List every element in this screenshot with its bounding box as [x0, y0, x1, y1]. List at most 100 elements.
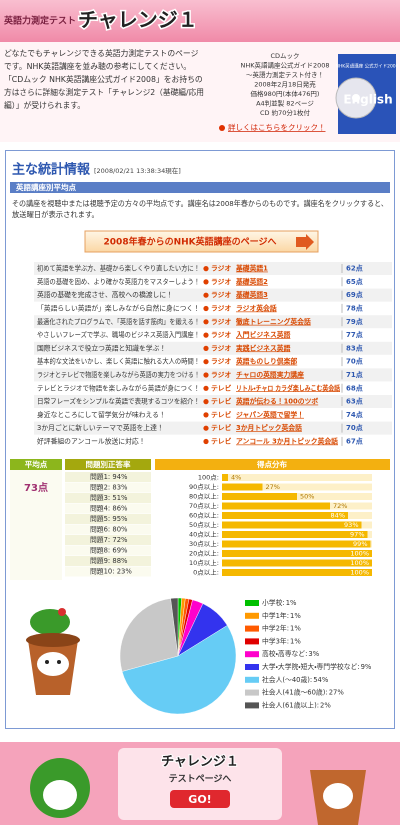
table-row [34, 408, 392, 422]
course-table: 初めて英語を学ぶ方、基礎から楽しくやり直したい方に！ラジオ 基礎英語1 62点英語の… [34, 262, 392, 448]
course-description: 国際ビジネスで役立つ英語と知識を学ぶ！ [37, 343, 166, 352]
course-description: テレビとラジオで物語を楽しみながら英語が身につく！ [37, 383, 200, 392]
questions-header [65, 459, 151, 470]
question-row [65, 535, 151, 545]
course-name[interactable]: 徹底トレーニング英会話 [235, 317, 311, 326]
legend-value: 1% [286, 599, 297, 607]
footer-panel[interactable] [118, 748, 282, 820]
course-description: 初めて英語を学ぶ方、基礎から楽しくやり直したい方に！ [37, 264, 200, 273]
mascot-face [37, 652, 69, 676]
product-line: A4判並製 82ページ [256, 99, 314, 108]
course-bullet [203, 399, 209, 405]
legend-label: 高校・高専など: [262, 649, 307, 658]
course-description: 英語の基礎を完成させ、高校への橋渡しに！ [37, 290, 173, 299]
distribution-label: 80点以上: [189, 492, 219, 501]
legend-value: 54% [313, 676, 329, 684]
legend-label: 社会人(61歳以上): [262, 700, 319, 709]
course-score: 68点 [346, 383, 363, 392]
legend-label: 小学校: [262, 598, 285, 607]
course-name[interactable]: 3か月トピック英会話 [236, 423, 302, 432]
description: その講座を視聴中または視聴予定の方々の平均点です。講座名は2008年春からのもの… [12, 199, 388, 219]
course-name[interactable]: 基礎英語1 [235, 264, 268, 273]
cover-word: English [343, 93, 392, 107]
table-row [34, 262, 392, 275]
distribution-header [155, 459, 390, 470]
question-rate: 問題3: 51% [90, 494, 128, 502]
pie-slice [119, 598, 179, 672]
legend-swatch [245, 625, 259, 632]
distribution-bar [222, 493, 297, 500]
product-line: 〜英語力測定テスト付き！ [246, 70, 324, 79]
legend-label: 中学1年: [262, 611, 289, 620]
intro-line: 編）」が受けられます。 [4, 100, 85, 110]
legend-label: 中学2年: [262, 624, 289, 633]
course-score: 70点 [346, 423, 363, 432]
course-bullet [203, 425, 209, 431]
course-name[interactable]: 英語が伝わる！100のツボ [235, 397, 318, 406]
legend-swatch [245, 651, 259, 658]
intro-line: 「CDムック NHK英語講座公式ガイド2008」をお持ちの [4, 74, 203, 84]
course-name[interactable]: チャロの英語実力講座 [236, 370, 304, 379]
go-button-label[interactable]: GO! [188, 793, 211, 806]
course-medium: ラジオ [211, 331, 231, 339]
table-row [34, 368, 392, 382]
distribution-bar [222, 550, 372, 557]
distribution-bar [222, 559, 372, 567]
course-name[interactable]: 基礎英語3 [235, 290, 268, 299]
course-name[interactable]: 実践ビジネス英語 [236, 343, 291, 352]
distribution-value: 100% [350, 550, 369, 558]
course-medium: ラジオ [211, 278, 231, 286]
course-medium: テレビ [211, 410, 232, 419]
legend-swatch [245, 689, 259, 696]
question-rate: 問題8: 69% [90, 547, 128, 555]
description-line: その講座を視聴中または視聴予定の方々の平均点です。講座名は2008年春からのもの… [12, 199, 388, 208]
distribution-label: 10点以上: [189, 558, 219, 567]
course-name[interactable]: ジャパン英語で留学！ [236, 410, 304, 419]
nhk-button-arrow [296, 234, 314, 250]
course-name[interactable]: 基礎英語2 [235, 277, 268, 286]
course-score: 65点 [346, 277, 363, 286]
table-row [34, 434, 392, 448]
course-name[interactable]: 入門ビジネス英語 [235, 330, 291, 339]
question-row [65, 493, 151, 503]
question-row [65, 503, 151, 514]
course-name[interactable]: 英語ものしり倶楽部 [235, 357, 297, 366]
distribution-label: 0点以上: [193, 568, 219, 577]
course-name[interactable]: ラジオ英会話 [236, 304, 277, 313]
question-rate: 問題10: 23% [90, 568, 132, 576]
pie-slice [170, 597, 179, 657]
question-row [65, 556, 151, 566]
course-description: 最適化されたプログラムで、「英語を話す筋肉」を鍛える！ [37, 317, 200, 326]
distribution-value: 27% [266, 483, 280, 491]
product-link[interactable]: 詳しくはこちらをクリック！ [228, 122, 326, 132]
course-name[interactable]: リトル・チャロ カラダ楽しみこむ英会話 [236, 383, 340, 392]
course-score: 67点 [346, 437, 363, 446]
course-name[interactable]: アンコール 3か月トピック英会話 [236, 437, 338, 446]
legend-label: 大学・大学院・短大・専門学校など: [262, 662, 360, 671]
course-description: 3か月ごとに新しいテーマで英語を上達！ [37, 423, 164, 432]
distribution-label: 90点以上: [189, 482, 219, 491]
question-rate: 問題9: 88% [90, 557, 128, 565]
intro-line: どなたでもチャレンジできる英語力測定テストのページ [4, 48, 199, 58]
pie-chart: 小学校: 1%中学1年: 1%中学2年: 1%中学3年: 1%高校・高専など: 3%大学・… [119, 597, 372, 715]
distribution-bar [222, 531, 368, 538]
course-bullet [203, 305, 209, 312]
description-line: 放送曜日が表示されます。 [12, 210, 99, 219]
distribution-bar [222, 474, 228, 481]
course-score: 62点 [346, 264, 363, 273]
distribution-title: 得点分布 [256, 459, 287, 469]
go-button[interactable] [170, 790, 230, 808]
course-description: 基本的な文法をいかし、楽しく英語に触れる大人の時間！ [37, 357, 200, 366]
nhk-button-label[interactable]: 2008年春からのNHK英語講座のページへ [104, 236, 277, 248]
distribution-value: 50% [300, 493, 314, 501]
course-bullet [203, 319, 209, 325]
legend-value: 1% [290, 625, 301, 633]
nhk-button[interactable] [84, 230, 319, 253]
legend-value: 1% [290, 637, 301, 645]
questions-list: 問題1: 94% 問題2: 83% 問題3: 51% 問題4: 86% 問題5: 95%… [65, 472, 151, 577]
table-row [34, 395, 392, 408]
course-bullet [203, 412, 209, 418]
distribution-label: 60点以上: [189, 511, 219, 520]
legend-value: 1% [290, 612, 301, 620]
distribution-value: 72% [333, 502, 347, 510]
